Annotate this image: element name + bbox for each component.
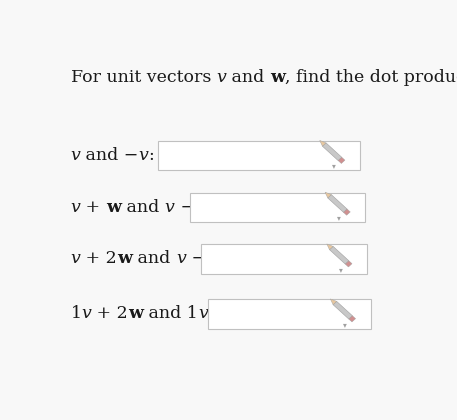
FancyBboxPatch shape [158, 141, 360, 170]
Text: 1: 1 [70, 305, 82, 323]
Text: :: : [215, 199, 221, 216]
Text: ▾: ▾ [339, 265, 343, 274]
Text: w: w [128, 305, 143, 323]
Text: w: w [117, 250, 132, 268]
FancyBboxPatch shape [190, 193, 365, 222]
Text: :: : [238, 250, 243, 268]
Text: , find the dot products of:: , find the dot products of: [285, 69, 457, 87]
Polygon shape [345, 261, 352, 267]
Polygon shape [333, 302, 352, 319]
Text: − 2: − 2 [186, 250, 223, 268]
Polygon shape [338, 158, 345, 163]
Text: w: w [223, 250, 238, 268]
Text: −: − [175, 199, 200, 216]
Polygon shape [349, 316, 356, 322]
Polygon shape [325, 192, 331, 198]
Text: − 2: − 2 [208, 305, 244, 323]
Text: v: v [217, 69, 226, 87]
Text: v: v [82, 305, 91, 323]
Polygon shape [344, 209, 350, 215]
Polygon shape [327, 244, 333, 249]
Text: v: v [165, 199, 175, 216]
Polygon shape [323, 143, 342, 160]
Text: w: w [244, 305, 260, 323]
Text: and 1: and 1 [143, 305, 198, 323]
Text: and −: and − [80, 147, 139, 164]
Polygon shape [328, 194, 347, 213]
Text: :: : [149, 147, 154, 164]
Text: ▾: ▾ [337, 213, 341, 222]
Text: v: v [70, 147, 80, 164]
Text: :: : [260, 305, 265, 323]
Text: and: and [121, 199, 165, 216]
Text: + 2: + 2 [80, 250, 117, 268]
Text: For unit vectors: For unit vectors [70, 69, 217, 87]
Text: v: v [70, 199, 80, 216]
Text: w: w [200, 199, 215, 216]
Text: and: and [226, 69, 270, 87]
Text: v: v [176, 250, 186, 268]
Polygon shape [329, 247, 349, 264]
Polygon shape [330, 299, 337, 304]
Text: w: w [270, 69, 285, 87]
Text: + 2: + 2 [91, 305, 128, 323]
Text: and: and [132, 250, 176, 268]
Text: v: v [70, 250, 80, 268]
Text: ▾: ▾ [332, 161, 336, 170]
Text: +: + [80, 199, 106, 216]
Text: ▾: ▾ [343, 320, 346, 329]
FancyBboxPatch shape [201, 244, 367, 273]
Text: w: w [106, 199, 121, 216]
Text: v: v [198, 305, 208, 323]
Text: v: v [139, 147, 149, 164]
Polygon shape [320, 140, 326, 146]
FancyBboxPatch shape [207, 299, 371, 328]
